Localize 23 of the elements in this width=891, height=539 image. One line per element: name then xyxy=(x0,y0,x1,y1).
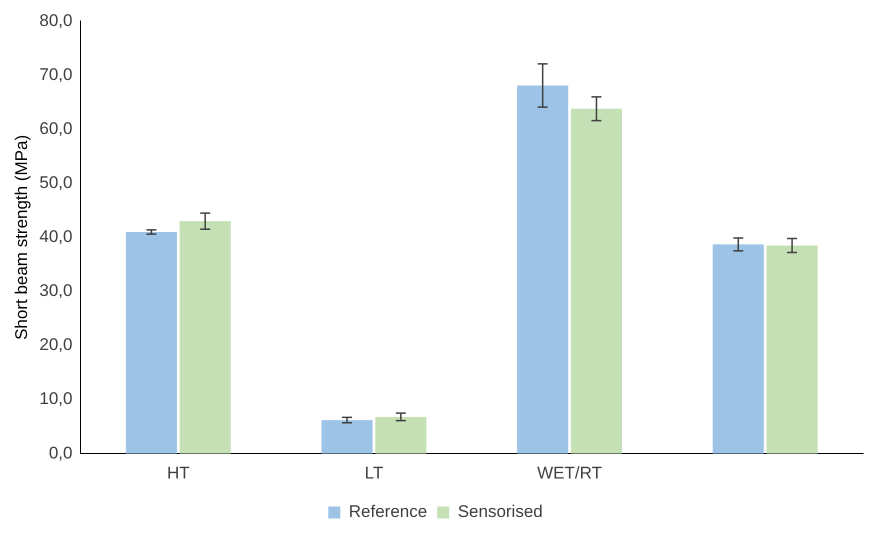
x-tick-label: HT xyxy=(166,463,190,482)
y-tick-label: 80,0 xyxy=(39,10,72,30)
bar xyxy=(321,420,373,454)
y-tick-label: 50,0 xyxy=(39,173,72,192)
x-tick-label: LT xyxy=(364,463,384,482)
x-tick-label: WET/RT xyxy=(537,463,602,482)
bar xyxy=(712,244,764,454)
y-tick-label: 10,0 xyxy=(39,389,72,408)
y-tick-label: 60,0 xyxy=(39,118,72,138)
bar xyxy=(517,86,568,454)
legend-label: Sensorised xyxy=(458,502,543,522)
legend-label: Reference xyxy=(348,502,428,522)
y-tick-label: 20,0 xyxy=(39,335,72,354)
y-tick-label: 40,0 xyxy=(39,227,72,246)
bar xyxy=(375,416,426,454)
bar xyxy=(180,221,231,454)
bar xyxy=(126,232,177,454)
y-tick-label: 30,0 xyxy=(39,281,72,300)
y-tick-label: 0,0 xyxy=(48,443,72,462)
y-axis-title: Short beam strength (MPa) xyxy=(12,134,31,340)
bar xyxy=(766,246,818,454)
y-tick-label: 70,0 xyxy=(39,64,72,84)
bar xyxy=(570,108,622,454)
